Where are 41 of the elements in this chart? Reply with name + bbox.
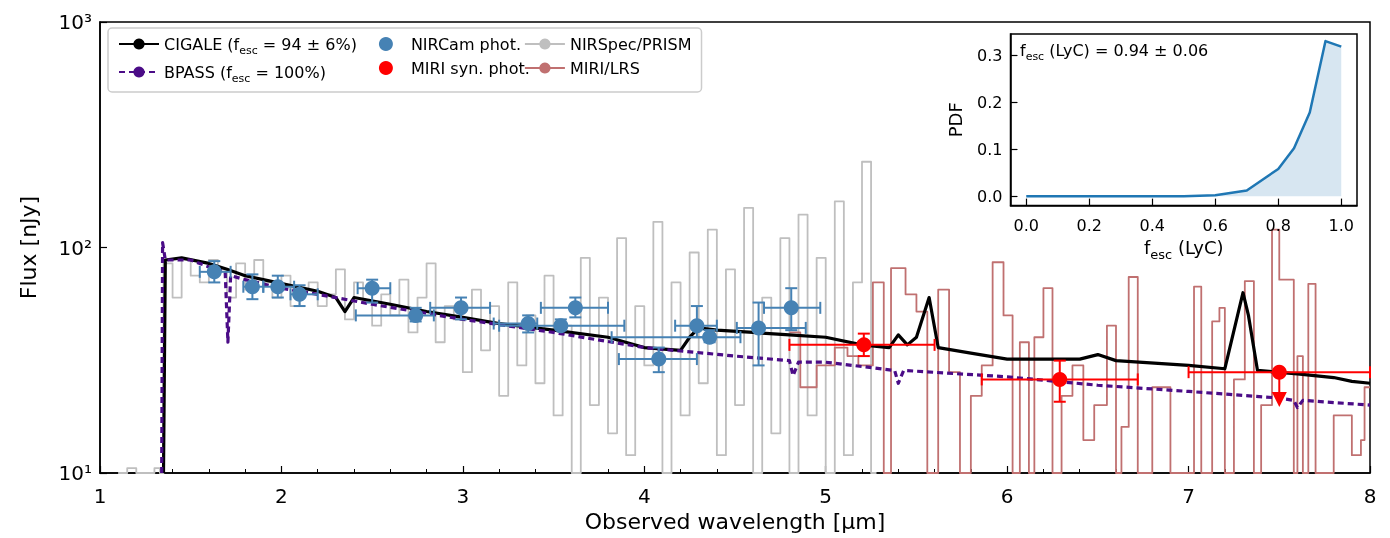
x-tick-label: 6 [1000, 484, 1014, 508]
point [751, 320, 767, 336]
x-tick-label: 2 [275, 484, 288, 508]
point [453, 300, 469, 316]
point [783, 300, 799, 316]
x-tick-label: 5 [819, 484, 833, 508]
x-tick-label: 7 [1182, 484, 1195, 508]
x-tick-label: 3 [456, 484, 470, 508]
point [244, 279, 260, 295]
point [1271, 364, 1287, 380]
x-tick-label: 0.8 [1265, 216, 1291, 236]
x-tick-label: 0.2 [1076, 216, 1102, 236]
y-tick-label: 10¹ [58, 461, 92, 485]
x-tick-label: 8 [1363, 484, 1377, 508]
y-tick-label: 0.3 [977, 45, 1003, 65]
x-tick-label: 0.6 [1202, 216, 1228, 236]
legend-label: MIRI syn. phot. [410, 58, 530, 78]
x-tick-label: 4 [637, 484, 651, 508]
y-tick-label: 10³ [58, 10, 92, 34]
point [364, 280, 380, 296]
point [856, 337, 872, 353]
x-tick-label: 0.4 [1139, 216, 1165, 236]
legend-label: MIRI/LRS [569, 58, 640, 78]
legend-label: NIRSpec/PRISM [569, 34, 692, 54]
point [689, 318, 705, 334]
point [1052, 371, 1068, 387]
y-tick-label: 0.0 [977, 186, 1003, 206]
legend-label: NIRCam phot. [410, 34, 522, 54]
point [1271, 391, 1287, 407]
x-tick-label: 1.0 [1328, 216, 1354, 236]
point [270, 279, 286, 295]
x-tick-label: 1 [93, 484, 107, 508]
y-axis-title: PDF [944, 102, 966, 138]
y-tick-label: 10² [58, 235, 92, 260]
y-tick-label: 0.2 [977, 92, 1003, 112]
x-tick-label: 0.0 [1013, 216, 1039, 236]
point [206, 264, 222, 280]
y-tick-label: 0.1 [977, 139, 1003, 159]
x-axis-title: Observed wavelength [μm] [584, 509, 886, 535]
y-axis-title: Flux [nJy] [16, 195, 41, 300]
point [651, 351, 667, 367]
